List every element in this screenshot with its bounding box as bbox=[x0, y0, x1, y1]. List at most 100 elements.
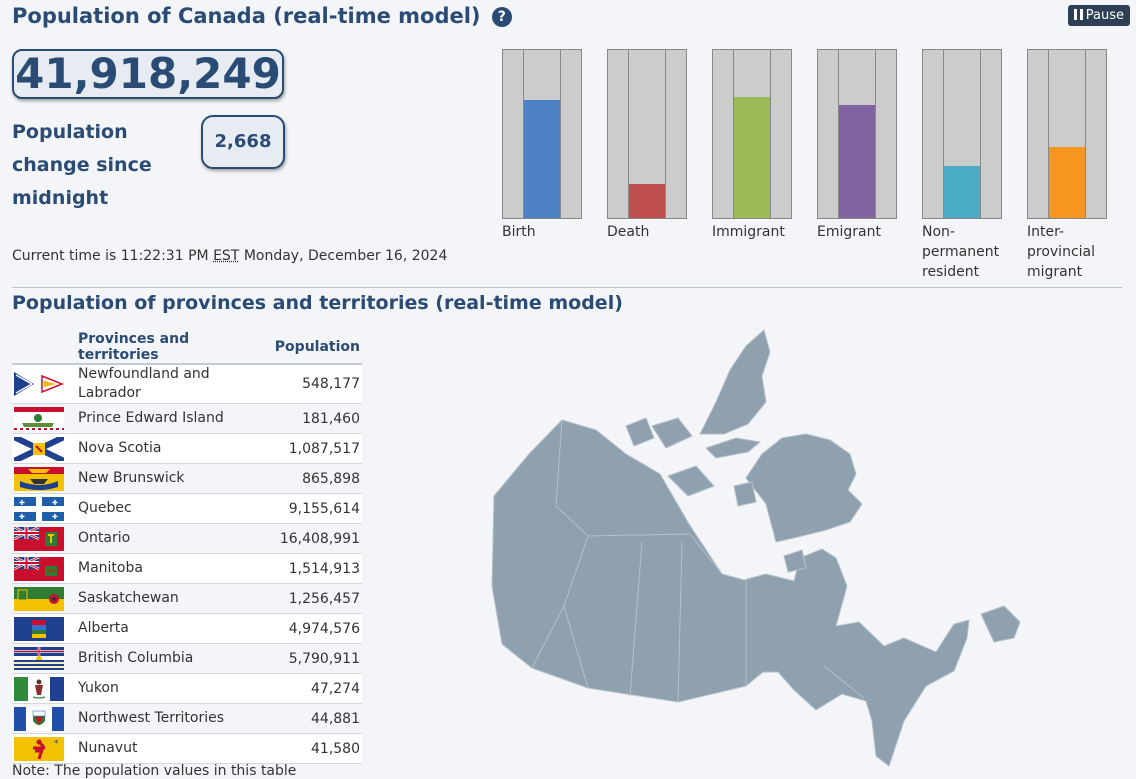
flag-cell bbox=[12, 673, 78, 704]
province-population: 1,087,517 bbox=[270, 433, 362, 464]
gauge-fill bbox=[1049, 147, 1085, 218]
province-borders bbox=[531, 419, 865, 703]
province-name: Manitoba bbox=[78, 553, 270, 584]
gauge-label: Immigrant bbox=[712, 224, 785, 240]
gauge-label: Death bbox=[607, 224, 650, 240]
help-icon[interactable]: ? bbox=[491, 7, 512, 27]
svg-text:✚: ✚ bbox=[52, 513, 58, 521]
province-population: 865,898 bbox=[270, 463, 362, 494]
population-column-header: Population bbox=[270, 331, 362, 365]
table-row[interactable]: Saskatchewan 1,256,457 bbox=[12, 583, 362, 614]
table-row[interactable]: British Columbia 5,790,911 bbox=[12, 643, 362, 674]
flag-cell bbox=[12, 613, 78, 644]
flag-cell bbox=[12, 703, 78, 734]
table-row[interactable]: Nova Scotia 1,087,517 bbox=[12, 433, 362, 464]
province-name: Alberta bbox=[78, 613, 270, 644]
flag-cell bbox=[12, 643, 78, 674]
table-row[interactable]: New Brunswick 865,898 bbox=[12, 463, 362, 494]
table-row[interactable]: Alberta 4,974,576 bbox=[12, 613, 362, 644]
svg-text:✚: ✚ bbox=[19, 513, 25, 521]
gauge-track bbox=[922, 49, 1002, 219]
gauge-track bbox=[1027, 49, 1107, 219]
gauge-track bbox=[607, 49, 687, 219]
gauge-label: Inter-provincial migrant bbox=[1027, 224, 1096, 280]
table-row[interactable]: Manitoba 1,514,913 bbox=[12, 553, 362, 584]
gauge-track bbox=[712, 49, 792, 219]
gauge-label: Emigrant bbox=[817, 224, 881, 240]
map-arctic-island-d bbox=[733, 481, 757, 507]
province-name: Nunavut bbox=[78, 733, 270, 764]
flag-cell bbox=[12, 403, 78, 434]
table-row[interactable]: Ontario 16,408,991 bbox=[12, 523, 362, 554]
table-row[interactable]: * Nunavut 41,580 bbox=[12, 733, 362, 764]
gauge-4: Emigrant bbox=[817, 49, 897, 242]
gauge-fill bbox=[839, 105, 875, 218]
flag-column-header bbox=[12, 331, 78, 365]
svg-text:*: * bbox=[54, 739, 59, 749]
gauge-fill bbox=[524, 100, 560, 218]
province-population: 548,177 bbox=[270, 364, 362, 404]
table-row[interactable]: Prince Edward Island 181,460 bbox=[12, 403, 362, 434]
canada-map[interactable] bbox=[484, 326, 1029, 770]
provinces-title: Population of provinces and territories … bbox=[12, 292, 623, 314]
province-population: 5,790,911 bbox=[270, 643, 362, 674]
province-name: Newfoundland and Labrador bbox=[78, 364, 270, 404]
province-population: 9,155,614 bbox=[270, 493, 362, 524]
time-value: Current time is 11:22:31 PM bbox=[12, 248, 209, 264]
pause-button[interactable]: Pause bbox=[1067, 5, 1130, 26]
gauge-column bbox=[943, 50, 981, 218]
gauge-2: Death bbox=[607, 49, 687, 242]
gauge-column bbox=[523, 50, 561, 218]
flag-cell bbox=[12, 463, 78, 494]
page-title: Population of Canada (real-time model) ? bbox=[12, 4, 512, 28]
gauge-track bbox=[817, 49, 897, 219]
time-date: Monday, December 16, 2024 bbox=[243, 248, 448, 264]
table-row[interactable]: Newfoundland and Labrador 548,177 bbox=[12, 364, 362, 404]
gauge-label: Non-permanent resident bbox=[922, 224, 1000, 280]
flag-cell bbox=[12, 433, 78, 464]
gauge-label: Birth bbox=[502, 224, 536, 240]
map-arctic-island-c bbox=[625, 417, 655, 447]
province-name: Ontario bbox=[78, 523, 270, 554]
flag-cell bbox=[12, 583, 78, 614]
table-note: Note: The population values in this tabl… bbox=[12, 763, 297, 779]
flag-cell bbox=[12, 364, 78, 404]
province-population: 4,974,576 bbox=[270, 613, 362, 644]
pei-flag bbox=[14, 406, 64, 431]
british-columbia-flag bbox=[14, 646, 64, 671]
newfoundland-labrador-flag bbox=[14, 372, 64, 396]
flag-cell bbox=[12, 553, 78, 584]
province-population: 1,256,457 bbox=[270, 583, 362, 614]
quebec-flag: ✚ ✚ ✚ ✚ bbox=[14, 496, 64, 521]
table-row[interactable]: Northwest Territories 44,881 bbox=[12, 703, 362, 734]
nunavut-flag: * bbox=[14, 736, 64, 761]
section-divider bbox=[12, 287, 1122, 288]
map-arctic-island-b bbox=[667, 465, 715, 497]
northwest-territories-flag bbox=[14, 706, 64, 731]
ontario-flag bbox=[14, 526, 64, 551]
flag-cell: ✚ ✚ ✚ ✚ bbox=[12, 493, 78, 524]
gauge-3: Immigrant bbox=[712, 49, 792, 242]
gauge-column bbox=[733, 50, 771, 218]
gauge-column bbox=[1048, 50, 1086, 218]
province-name: British Columbia bbox=[78, 643, 270, 674]
gauge-6: Inter-provincial migrant bbox=[1027, 49, 1107, 282]
province-name: Northwest Territories bbox=[78, 703, 270, 734]
table-row[interactable]: ✚ ✚ ✚ ✚ Quebec 9,155,614 bbox=[12, 493, 362, 524]
province-population: 16,408,991 bbox=[270, 523, 362, 554]
time-zone: EST bbox=[213, 248, 240, 264]
gauge-fill bbox=[944, 165, 980, 218]
province-name: New Brunswick bbox=[78, 463, 270, 494]
map-ellesmere-island bbox=[699, 329, 771, 435]
province-population: 47,274 bbox=[270, 673, 362, 704]
yukon-flag bbox=[14, 676, 64, 701]
current-time: Current time is 11:22:31 PM EST Monday, … bbox=[12, 248, 447, 264]
table-row[interactable]: Yukon 47,274 bbox=[12, 673, 362, 704]
province-population: 41,580 bbox=[270, 733, 362, 764]
nova-scotia-flag bbox=[14, 436, 64, 461]
flag-cell bbox=[12, 523, 78, 554]
name-column-header: Provinces and territories bbox=[78, 331, 270, 365]
gauge-track bbox=[502, 49, 582, 219]
province-population: 44,881 bbox=[270, 703, 362, 734]
province-name: Saskatchewan bbox=[78, 583, 270, 614]
